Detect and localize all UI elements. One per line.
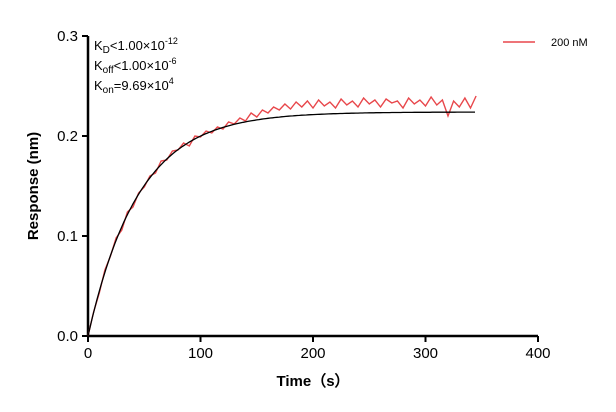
y-tick-label: 0.3 (57, 28, 78, 45)
annotation-d: KD<1.00×10-12 (94, 36, 178, 56)
x-axis-label: Time（s） (276, 372, 349, 390)
annotation-on: Kon=9.69×104 (94, 76, 174, 96)
series-line-200nm (87, 95, 477, 337)
x-tick-label: 400 (525, 345, 550, 362)
axes: 0 100 200 300 400 0.0 0.1 0.2 0.3 (57, 28, 550, 362)
y-tick-label: 0.1 (57, 228, 78, 245)
y-axis-label: Response (nm) (25, 132, 42, 240)
x-tick-label: 300 (413, 345, 438, 362)
legend-label: 200 nM (551, 37, 588, 49)
legend: 200 nM (503, 37, 588, 49)
x-tick-label: 0 (84, 345, 92, 362)
y-tick-label: 0.0 (57, 328, 78, 345)
fit-curve (87, 111, 475, 337)
x-tick-label: 100 (188, 345, 213, 362)
series-marks (87, 95, 477, 337)
annotation-off: Koff<1.00×10-6 (94, 56, 177, 76)
x-tick-label: 200 (300, 345, 325, 362)
y-tick-label: 0.2 (57, 128, 78, 145)
